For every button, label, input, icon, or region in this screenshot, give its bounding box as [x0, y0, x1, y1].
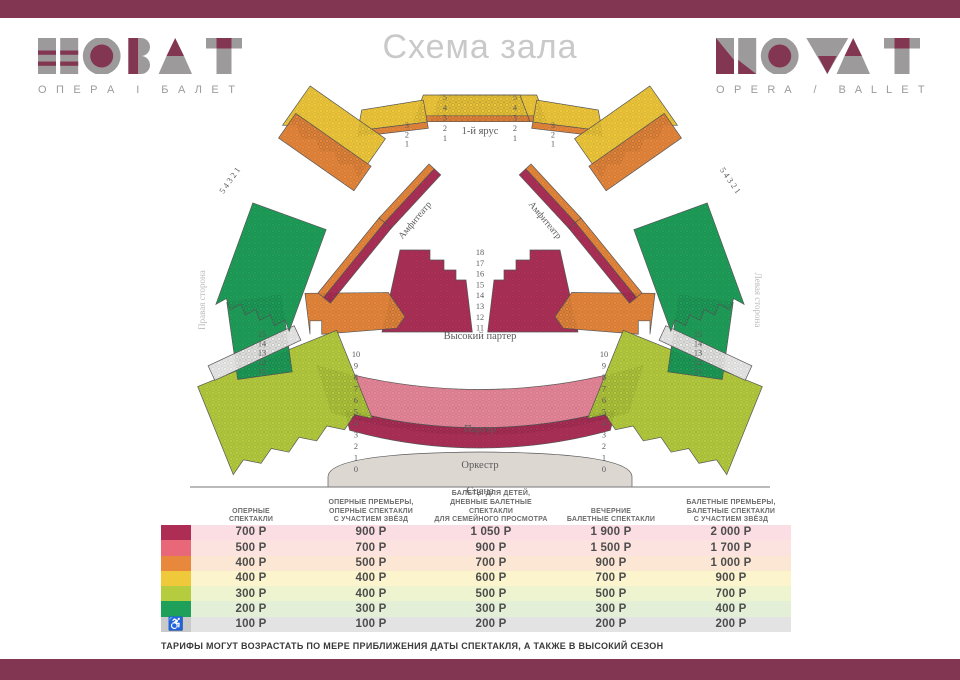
svg-text:11: 11 [476, 324, 484, 333]
svg-text:10: 10 [352, 350, 360, 359]
svg-text:7: 7 [602, 385, 606, 394]
svg-text:Оркестр: Оркестр [461, 460, 498, 471]
svg-text:5: 5 [354, 408, 358, 417]
svg-text:5 4 3 2 1: 5 4 3 2 1 [718, 165, 743, 195]
svg-text:13: 13 [476, 302, 484, 311]
svg-text:2: 2 [513, 124, 517, 133]
svg-text:15: 15 [694, 330, 702, 339]
svg-text:Правая сторона: Правая сторона [197, 270, 207, 330]
svg-text:0: 0 [602, 465, 606, 474]
svg-text:15: 15 [476, 280, 484, 289]
svg-text:5 4 3 2 1: 5 4 3 2 1 [217, 165, 242, 195]
svg-text:8: 8 [354, 373, 358, 382]
svg-text:0: 0 [354, 465, 358, 474]
svg-text:3: 3 [443, 114, 447, 123]
svg-text:1: 1 [443, 134, 447, 143]
svg-text:2: 2 [602, 442, 606, 451]
svg-text:2: 2 [551, 130, 555, 139]
svg-text:1: 1 [405, 140, 409, 149]
svg-text:Левая сторона: Левая сторона [753, 273, 763, 328]
svg-text:5: 5 [602, 408, 606, 417]
svg-text:9: 9 [354, 362, 358, 371]
svg-text:1: 1 [513, 134, 517, 143]
svg-text:14: 14 [258, 339, 267, 348]
svg-text:3: 3 [551, 121, 555, 130]
svg-text:3: 3 [354, 431, 358, 440]
svg-text:18: 18 [476, 248, 484, 257]
svg-text:10: 10 [600, 350, 608, 359]
svg-text:12: 12 [258, 358, 266, 367]
svg-text:6: 6 [602, 396, 606, 405]
svg-text:14: 14 [694, 339, 703, 348]
svg-text:17: 17 [476, 259, 484, 268]
svg-text:7: 7 [354, 385, 358, 394]
svg-text:13: 13 [694, 349, 702, 358]
svg-text:3: 3 [405, 121, 409, 130]
svg-text:8: 8 [602, 373, 606, 382]
svg-text:9: 9 [602, 362, 606, 371]
svg-text:14: 14 [476, 291, 485, 300]
svg-text:Высокий партер: Высокий партер [444, 331, 517, 342]
svg-text:3: 3 [513, 114, 517, 123]
svg-text:12: 12 [476, 313, 484, 322]
svg-text:11: 11 [258, 367, 266, 376]
svg-text:15: 15 [258, 330, 266, 339]
svg-text:1-й ярус: 1-й ярус [462, 126, 499, 137]
svg-text:2: 2 [405, 130, 409, 139]
svg-text:Партер: Партер [464, 424, 496, 435]
svg-text:1: 1 [551, 140, 555, 149]
svg-text:1: 1 [354, 454, 358, 463]
svg-text:11: 11 [694, 367, 702, 376]
svg-text:6: 6 [354, 396, 358, 405]
svg-text:5: 5 [443, 93, 447, 102]
svg-text:2: 2 [354, 442, 358, 451]
svg-text:5: 5 [513, 93, 517, 102]
svg-text:1: 1 [602, 454, 606, 463]
svg-text:3: 3 [602, 431, 606, 440]
svg-text:16: 16 [476, 270, 484, 279]
svg-text:2: 2 [443, 124, 447, 133]
svg-text:13: 13 [258, 349, 266, 358]
svg-text:12: 12 [694, 358, 702, 367]
